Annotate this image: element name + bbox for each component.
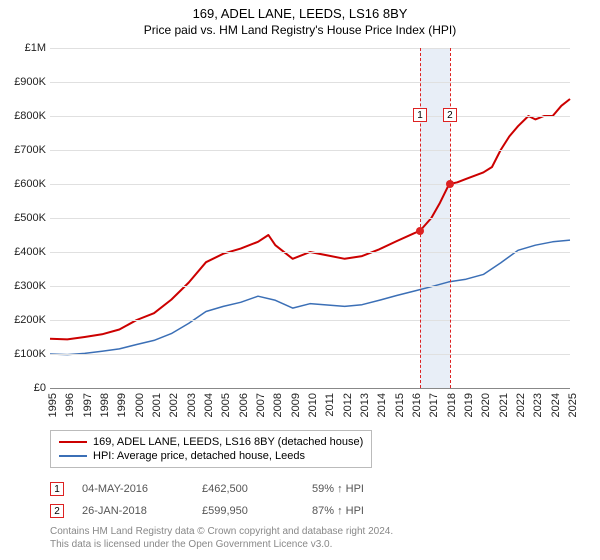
x-axis-label: 2005	[220, 393, 232, 417]
legend-swatch	[59, 455, 87, 457]
sale-marker-badge: 2	[443, 108, 457, 122]
y-axis-label: £700K	[14, 144, 46, 156]
x-axis-label: 2022	[515, 393, 527, 417]
x-axis-label: 2006	[238, 393, 250, 417]
x-axis-label: 2010	[307, 393, 319, 417]
y-axis-label: £500K	[14, 212, 46, 224]
sale-row: 2 26-JAN-2018 £599,950 87% ↑ HPI	[50, 500, 412, 522]
y-axis-label: £600K	[14, 178, 46, 190]
x-axis-label: 2002	[168, 393, 180, 417]
chart-plot-area: £0£100K£200K£300K£400K£500K£600K£700K£80…	[50, 48, 570, 388]
gridline	[50, 320, 570, 321]
footer-notes: Contains HM Land Registry data © Crown c…	[50, 526, 393, 551]
legend-swatch	[59, 441, 87, 443]
x-axis-label: 1995	[47, 393, 59, 417]
x-axis-label: 2021	[498, 393, 510, 417]
y-axis-label: £200K	[14, 314, 46, 326]
gridline	[50, 252, 570, 253]
x-axis-label: 1996	[64, 393, 76, 417]
page-subtitle: Price paid vs. HM Land Registry's House …	[0, 21, 600, 37]
gridline	[50, 116, 570, 117]
sale-price: £599,950	[202, 505, 312, 517]
gridline	[50, 218, 570, 219]
y-axis-label: £900K	[14, 76, 46, 88]
legend-label: HPI: Average price, detached house, Leed…	[93, 450, 305, 462]
x-axis-label: 2017	[428, 393, 440, 417]
x-axis-label: 2001	[151, 393, 163, 417]
x-axis-label: 2013	[359, 393, 371, 417]
x-axis-label: 2023	[532, 393, 544, 417]
x-axis-label: 2009	[290, 393, 302, 417]
page-title: 169, ADEL LANE, LEEDS, LS16 8BY	[0, 0, 600, 21]
x-axis-label: 1999	[116, 393, 128, 417]
legend-box: 169, ADEL LANE, LEEDS, LS16 8BY (detache…	[50, 430, 372, 468]
x-axis-label: 2004	[203, 393, 215, 417]
sale-pct: 87% ↑ HPI	[312, 505, 412, 517]
sale-badge: 1	[50, 482, 64, 496]
sale-marker-line	[450, 48, 451, 388]
sale-pct: 59% ↑ HPI	[312, 483, 412, 495]
x-axis-label: 2012	[342, 393, 354, 417]
y-axis-label: £100K	[14, 348, 46, 360]
x-axis-label: 2000	[134, 393, 146, 417]
sale-date: 04-MAY-2016	[82, 483, 202, 495]
y-axis-label: £0	[34, 382, 46, 394]
x-axis-label: 2018	[446, 393, 458, 417]
sale-date: 26-JAN-2018	[82, 505, 202, 517]
x-axis-label: 2020	[480, 393, 492, 417]
y-axis-label: £1M	[25, 42, 46, 54]
gridline	[50, 48, 570, 49]
x-axis-label: 1998	[99, 393, 111, 417]
footer-line: This data is licensed under the Open Gov…	[50, 539, 393, 552]
gridline	[50, 354, 570, 355]
sale-marker-badge: 1	[413, 108, 427, 122]
y-axis-label: £300K	[14, 280, 46, 292]
legend-label: 169, ADEL LANE, LEEDS, LS16 8BY (detache…	[93, 436, 363, 448]
x-axis-label: 2015	[394, 393, 406, 417]
legend-item: 169, ADEL LANE, LEEDS, LS16 8BY (detache…	[59, 435, 363, 449]
sale-row: 1 04-MAY-2016 £462,500 59% ↑ HPI	[50, 478, 412, 500]
x-axis-label: 1997	[82, 393, 94, 417]
sale-badge: 2	[50, 504, 64, 518]
legend-item: HPI: Average price, detached house, Leed…	[59, 449, 363, 463]
gridline	[50, 82, 570, 83]
series-line	[50, 240, 570, 355]
x-axis-label: 2003	[186, 393, 198, 417]
x-axis-label: 2016	[411, 393, 423, 417]
gridline	[50, 286, 570, 287]
x-axis-label: 2025	[567, 393, 579, 417]
x-axis-label: 2011	[324, 393, 336, 417]
x-axis-label: 2007	[255, 393, 267, 417]
x-axis-label: 2008	[272, 393, 284, 417]
footer-line: Contains HM Land Registry data © Crown c…	[50, 526, 393, 539]
gridline	[50, 388, 570, 389]
gridline	[50, 150, 570, 151]
gridline	[50, 184, 570, 185]
sale-marker-line	[420, 48, 421, 388]
x-axis-label: 2019	[463, 393, 475, 417]
sale-price: £462,500	[202, 483, 312, 495]
x-axis-label: 2014	[376, 393, 388, 417]
y-axis-label: £400K	[14, 246, 46, 258]
sale-marker-dot	[416, 227, 424, 235]
x-axis-label: 2024	[550, 393, 562, 417]
sale-marker-dot	[446, 180, 454, 188]
sales-table: 1 04-MAY-2016 £462,500 59% ↑ HPI 2 26-JA…	[50, 478, 412, 522]
y-axis-label: £800K	[14, 110, 46, 122]
